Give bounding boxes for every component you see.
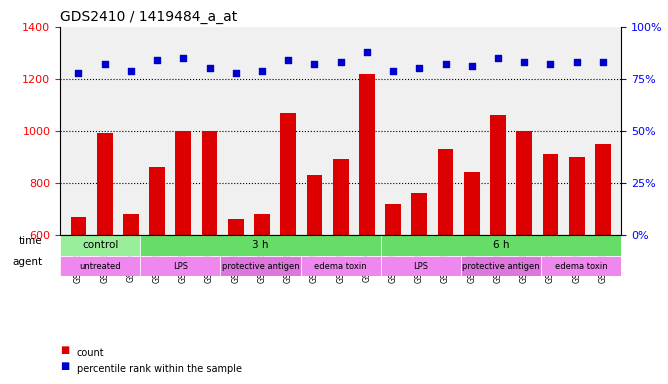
- Bar: [411, 193, 428, 384]
- Bar: [464, 172, 480, 384]
- FancyBboxPatch shape: [301, 256, 381, 276]
- Text: percentile rank within the sample: percentile rank within the sample: [77, 364, 242, 374]
- FancyBboxPatch shape: [541, 256, 621, 276]
- Point: [283, 57, 293, 63]
- Bar: [202, 131, 218, 384]
- Point: [545, 61, 556, 68]
- Point: [309, 61, 320, 68]
- Bar: [542, 154, 558, 384]
- FancyBboxPatch shape: [140, 235, 381, 256]
- Text: 3 h: 3 h: [253, 240, 269, 250]
- Point: [414, 65, 425, 71]
- Text: ■: ■: [60, 345, 69, 355]
- FancyBboxPatch shape: [60, 235, 140, 256]
- Point: [100, 61, 110, 68]
- Point: [466, 63, 477, 70]
- Text: protective antigen: protective antigen: [222, 262, 299, 271]
- Bar: [359, 74, 375, 384]
- Point: [126, 68, 136, 74]
- FancyBboxPatch shape: [220, 256, 301, 276]
- Text: untreated: untreated: [79, 262, 121, 271]
- Point: [361, 49, 372, 55]
- Bar: [438, 149, 454, 384]
- Bar: [333, 159, 349, 384]
- FancyBboxPatch shape: [381, 256, 461, 276]
- Point: [388, 68, 399, 74]
- Bar: [97, 134, 113, 384]
- Point: [571, 59, 582, 65]
- Bar: [149, 167, 165, 384]
- Bar: [71, 217, 86, 384]
- Text: agent: agent: [13, 257, 43, 267]
- Text: LPS: LPS: [413, 262, 428, 271]
- Point: [440, 61, 451, 68]
- Point: [178, 55, 188, 61]
- Text: control: control: [82, 240, 118, 250]
- Text: LPS: LPS: [173, 262, 188, 271]
- Point: [73, 70, 84, 76]
- Bar: [254, 214, 270, 384]
- FancyBboxPatch shape: [381, 235, 621, 256]
- Text: protective antigen: protective antigen: [462, 262, 540, 271]
- Point: [519, 59, 530, 65]
- Point: [204, 65, 215, 71]
- Text: count: count: [77, 348, 104, 358]
- Text: ■: ■: [60, 361, 69, 371]
- Text: edema toxin: edema toxin: [315, 262, 367, 271]
- Point: [257, 68, 267, 74]
- FancyBboxPatch shape: [140, 256, 220, 276]
- Point: [493, 55, 504, 61]
- Point: [230, 70, 241, 76]
- Text: 6 h: 6 h: [493, 240, 509, 250]
- FancyBboxPatch shape: [461, 256, 541, 276]
- Bar: [595, 144, 611, 384]
- FancyBboxPatch shape: [60, 256, 140, 276]
- Text: edema toxin: edema toxin: [555, 262, 607, 271]
- Point: [335, 59, 346, 65]
- Bar: [176, 131, 191, 384]
- Text: time: time: [19, 236, 43, 246]
- Bar: [490, 115, 506, 384]
- Bar: [123, 214, 139, 384]
- Bar: [568, 157, 584, 384]
- Point: [598, 59, 609, 65]
- Point: [152, 57, 162, 63]
- Bar: [281, 113, 296, 384]
- Bar: [385, 204, 401, 384]
- Text: GDS2410 / 1419484_a_at: GDS2410 / 1419484_a_at: [60, 10, 237, 25]
- Bar: [228, 219, 244, 384]
- Bar: [516, 131, 532, 384]
- Bar: [307, 175, 323, 384]
